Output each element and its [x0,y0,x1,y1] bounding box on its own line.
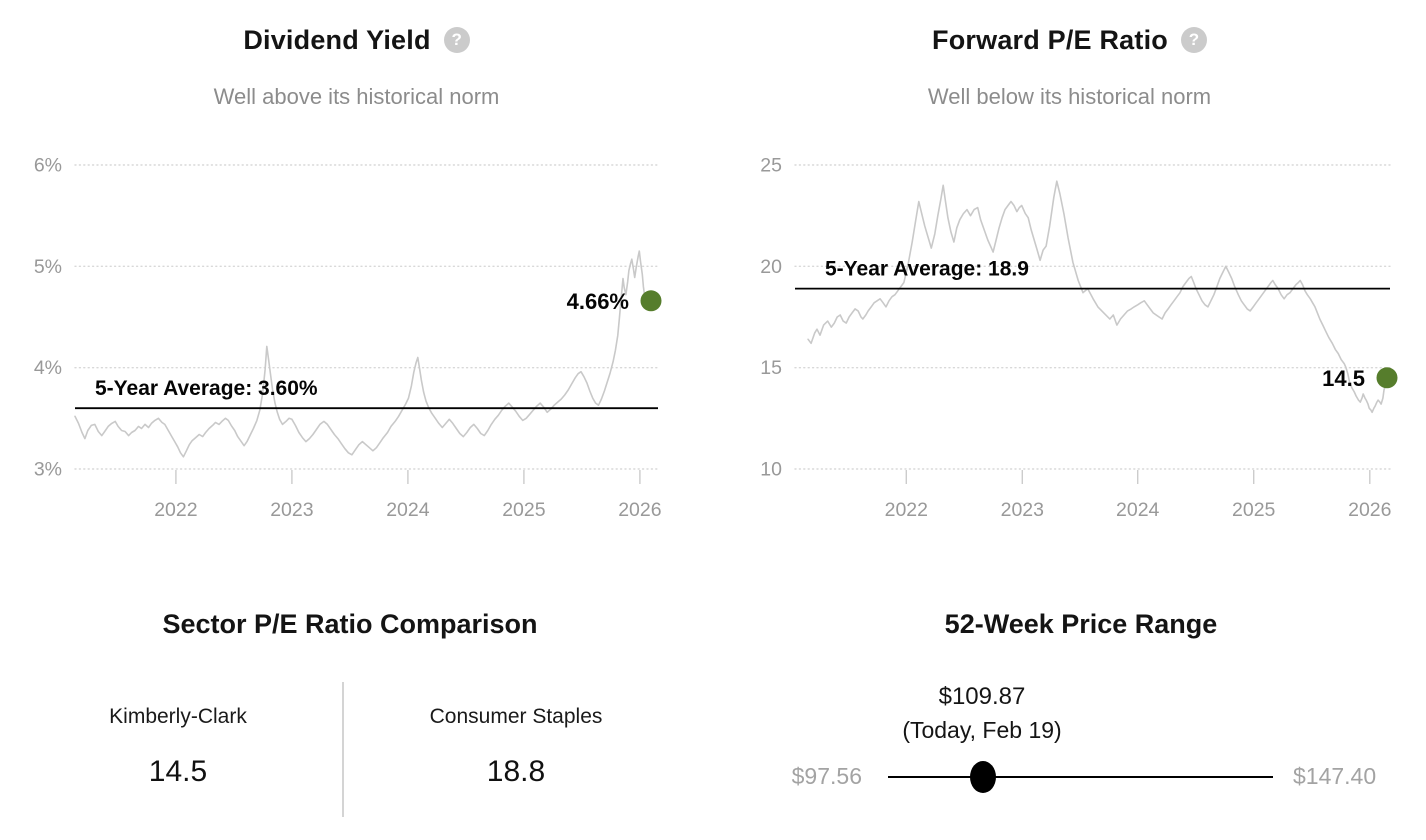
forward-pe-panel: Forward P/E Ratio ? Well below its histo… [713,0,1426,590]
forward-pe-header: Forward P/E Ratio ? [713,24,1426,56]
current-value-dot [1376,367,1398,389]
price-range-panel: 52-Week Price Range $109.87 (Today, Feb … [713,590,1426,840]
series-line [74,250,647,458]
sector-pe-comparison-panel: Sector P/E Ratio Comparison Kimberly-Cla… [0,590,713,840]
forward-pe-chart[interactable]: 25 20 15 10 2022 2023 2024 2025 2026 5-Year Avera… [713,140,1426,540]
dividend-yield-title: Dividend Yield [243,25,431,55]
company-pe-value: 14.5 [148,755,208,788]
current-value-label: 4.66% [567,289,629,314]
sector-name: Consumer Staples [429,705,603,728]
help-icon[interactable]: ? [1180,27,1207,53]
x-axis-label: 2026 [1348,499,1391,521]
dividend-yield-panel: Dividend Yield ? Well above its historic… [0,0,713,590]
company-name: Kimberly-Clark [109,705,247,728]
y-axis-label: 6% [34,155,62,177]
y-axis-label: 25 [760,155,782,177]
column-divider [342,682,344,817]
price-range-track [888,776,1273,778]
x-axis-label: 2023 [1001,499,1044,521]
dividend-yield-chart[interactable]: 6% 5% 4% 3% 2022 2023 2024 2025 2026 5-Year Avera… [0,140,713,540]
current-price-caption: (Today, Feb 19) [902,717,1062,743]
y-axis-label: 20 [760,256,782,278]
price-range-handle [970,761,996,793]
dividend-yield-subtitle: Well above its historical norm [213,84,500,109]
y-axis-label: 10 [760,459,782,481]
range-high-label: $147.40 [1293,763,1377,789]
y-axis-label: 4% [34,357,62,379]
sector-pe-comparison-title: Sector P/E Ratio Comparison [162,609,538,639]
dividend-yield-header: Dividend Yield ? [0,24,713,56]
current-value-label: 14.5 [1322,366,1365,391]
x-axis-label: 2026 [618,499,661,521]
series-line [807,180,1388,414]
y-axis-label: 15 [760,357,782,379]
x-axis-label: 2024 [1116,499,1160,521]
current-price: $109.87 [938,683,1026,710]
current-value-dot [640,290,662,312]
average-label: 5-Year Average: 3.60% [95,377,318,400]
forward-pe-subtitle: Well below its historical norm [927,84,1212,109]
x-axis-label: 2022 [885,499,928,521]
forward-pe-title: Forward P/E Ratio [932,25,1168,55]
x-axis-label: 2025 [1232,499,1276,521]
x-axis-label: 2023 [270,499,313,521]
y-axis-label: 5% [34,256,62,278]
x-axis-label: 2022 [154,499,197,521]
help-icon[interactable]: ? [443,27,470,53]
average-label: 5-Year Average: 18.9 [825,258,1029,281]
y-axis-label: 3% [34,459,62,481]
sector-pe-value: 18.8 [486,755,546,788]
price-range-title: 52-Week Price Range [944,609,1218,639]
x-axis-label: 2025 [502,499,546,521]
x-axis-label: 2024 [386,499,430,521]
range-low-label: $97.56 [791,763,862,789]
